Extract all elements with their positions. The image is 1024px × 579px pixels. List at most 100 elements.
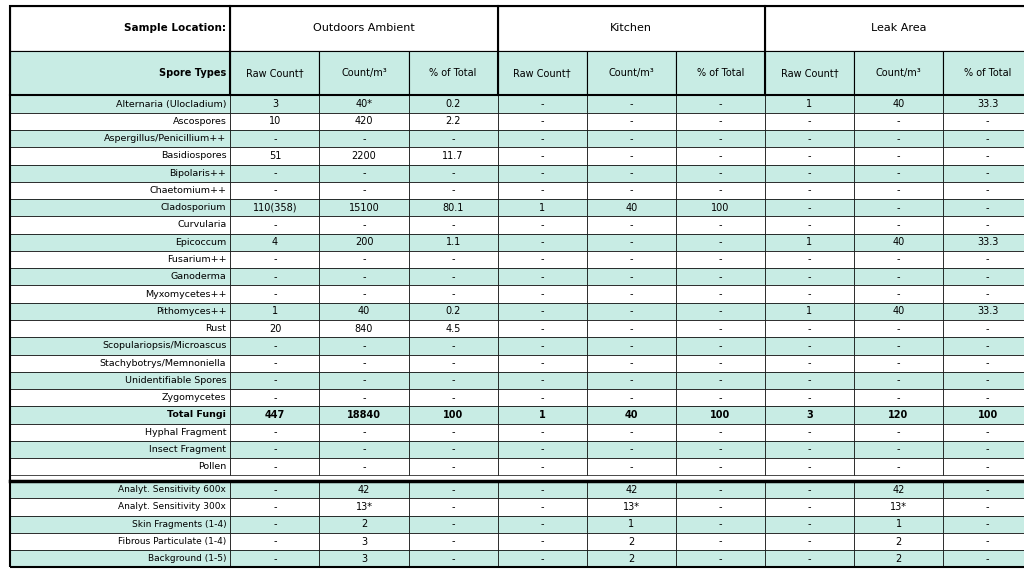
Text: -: - — [719, 306, 722, 316]
Bar — [230, 337, 319, 354]
Text: 1: 1 — [272, 306, 278, 316]
Text: -: - — [808, 255, 811, 265]
Text: -: - — [273, 485, 276, 494]
Text: -: - — [630, 324, 633, 334]
Text: -: - — [452, 445, 455, 455]
Bar — [409, 354, 498, 372]
Text: -: - — [541, 502, 544, 512]
Bar — [854, 130, 943, 147]
Text: Pithomyces++: Pithomyces++ — [156, 307, 226, 316]
Text: -: - — [808, 502, 811, 512]
Bar — [10, 182, 230, 199]
Bar — [854, 550, 943, 567]
Text: Fusarium++: Fusarium++ — [167, 255, 226, 264]
Bar — [10, 199, 230, 217]
Bar — [319, 50, 409, 96]
Text: 2.2: 2.2 — [445, 116, 461, 126]
Text: -: - — [630, 341, 633, 351]
Bar — [676, 458, 765, 475]
Text: -: - — [273, 272, 276, 282]
Text: -: - — [452, 134, 455, 144]
Text: 3: 3 — [361, 554, 367, 564]
Text: -: - — [362, 134, 366, 144]
Bar — [498, 481, 587, 499]
Bar — [230, 372, 319, 389]
Text: 42: 42 — [892, 485, 905, 494]
Bar — [765, 164, 854, 182]
Bar — [765, 458, 854, 475]
Bar — [943, 337, 1024, 354]
Text: Ascospores: Ascospores — [172, 117, 226, 126]
Text: -: - — [719, 537, 722, 547]
Text: -: - — [452, 519, 455, 529]
Bar — [765, 389, 854, 406]
Text: -: - — [986, 203, 989, 212]
Text: -: - — [630, 99, 633, 109]
Bar — [587, 251, 676, 268]
Bar — [765, 217, 854, 233]
Text: -: - — [719, 272, 722, 282]
Text: -: - — [986, 272, 989, 282]
Text: 4: 4 — [272, 237, 278, 247]
Bar — [10, 147, 230, 164]
Bar — [765, 6, 1024, 50]
Text: -: - — [362, 289, 366, 299]
Bar — [230, 481, 319, 499]
Text: % of Total: % of Total — [429, 68, 477, 78]
Text: 1: 1 — [539, 410, 546, 420]
Bar — [943, 50, 1024, 96]
Text: 42: 42 — [357, 485, 371, 494]
Text: -: - — [897, 375, 900, 386]
Bar — [676, 515, 765, 533]
Bar — [230, 406, 319, 424]
Bar — [409, 303, 498, 320]
Bar — [587, 481, 676, 499]
Text: -: - — [897, 255, 900, 265]
Text: -: - — [719, 289, 722, 299]
Bar — [10, 251, 230, 268]
Text: -: - — [986, 341, 989, 351]
Bar — [854, 458, 943, 475]
Bar — [943, 389, 1024, 406]
Bar — [319, 320, 409, 337]
Text: Aspergillus/Penicillium++: Aspergillus/Penicillium++ — [104, 134, 226, 143]
Bar — [319, 268, 409, 285]
Bar — [409, 164, 498, 182]
Bar — [765, 481, 854, 499]
Bar — [943, 182, 1024, 199]
Text: -: - — [719, 393, 722, 403]
Text: -: - — [808, 220, 811, 230]
Text: -: - — [630, 306, 633, 316]
Bar — [409, 130, 498, 147]
Bar — [319, 113, 409, 130]
Bar — [319, 96, 409, 113]
Bar — [10, 406, 230, 424]
Text: Raw Count†: Raw Count† — [513, 68, 571, 78]
Bar — [943, 372, 1024, 389]
Text: -: - — [808, 272, 811, 282]
Bar — [765, 354, 854, 372]
Bar — [676, 251, 765, 268]
Text: 110(358): 110(358) — [253, 203, 297, 212]
Bar — [676, 113, 765, 130]
Bar — [230, 515, 319, 533]
Bar — [319, 441, 409, 458]
Text: -: - — [541, 519, 544, 529]
Text: 3: 3 — [272, 99, 278, 109]
Bar — [230, 441, 319, 458]
Bar — [319, 406, 409, 424]
Bar — [854, 199, 943, 217]
Text: -: - — [362, 393, 366, 403]
Text: 18840: 18840 — [347, 410, 381, 420]
Bar — [230, 550, 319, 567]
Bar — [230, 113, 319, 130]
Text: -: - — [273, 519, 276, 529]
Text: Sample Location:: Sample Location: — [124, 23, 226, 33]
Text: -: - — [719, 255, 722, 265]
Text: -: - — [452, 341, 455, 351]
Text: -: - — [986, 554, 989, 564]
Text: -: - — [452, 272, 455, 282]
Text: -: - — [897, 134, 900, 144]
Text: -: - — [541, 445, 544, 455]
Text: -: - — [273, 220, 276, 230]
